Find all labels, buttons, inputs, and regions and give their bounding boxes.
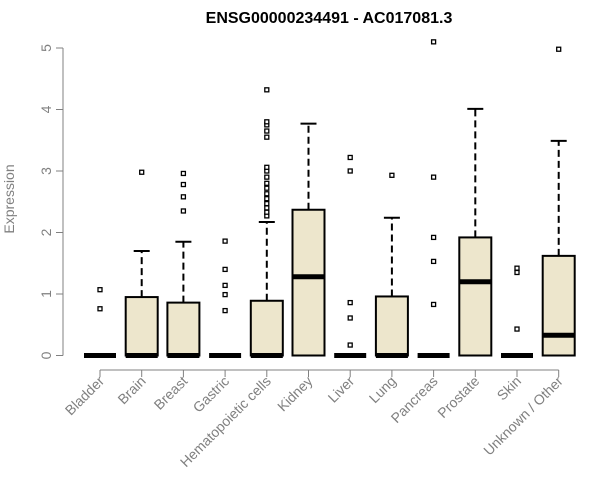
outlier-point (222, 238, 228, 244)
outlier-point (556, 46, 562, 52)
x-tick-label: Lung (366, 373, 399, 406)
outlier-point (347, 154, 353, 161)
box-group (291, 122, 326, 357)
outlier-point (430, 174, 437, 180)
box-rect (291, 208, 326, 357)
boxes (84, 39, 576, 358)
y-axis-label: Expression (1, 164, 17, 233)
outlier-point (222, 307, 228, 314)
x-tick-label: Bladder (62, 373, 108, 419)
y-tick-label: 3 (38, 167, 54, 175)
box-group (458, 107, 493, 357)
outlier-point (264, 87, 270, 93)
outlier-point (264, 196, 270, 202)
outlier-point (180, 208, 187, 214)
y-tick-label: 2 (38, 228, 54, 236)
box-group (166, 170, 201, 358)
outlier-point (347, 168, 353, 174)
x-tick-label: Kidney (274, 373, 316, 415)
box-group (501, 265, 533, 358)
outlier-point (264, 180, 270, 186)
outlier-point (180, 194, 187, 200)
outlier-point (264, 134, 270, 140)
y-tick-label: 4 (38, 105, 54, 113)
y-tick-label: 1 (38, 290, 54, 298)
outlier-point (264, 164, 270, 170)
outlier-point (264, 128, 270, 134)
outlier-point (139, 169, 145, 175)
outlier-point (264, 200, 270, 207)
x-tick-label: Breast (151, 373, 191, 413)
box-rect (166, 301, 201, 357)
box-group (374, 172, 409, 358)
outlier-point (222, 291, 228, 298)
box-rect (124, 296, 159, 357)
x-tick-label: Unknown / Other (480, 373, 566, 459)
outlier-point (347, 342, 353, 348)
outlier-point (430, 301, 437, 308)
outlier-point (514, 265, 520, 271)
box-rect (249, 299, 284, 357)
box-rect (541, 254, 576, 357)
outlier-point (264, 205, 270, 211)
x-tick-label: Skin (494, 373, 525, 404)
box-group (249, 87, 284, 358)
x-tick-label: Liver (325, 373, 358, 406)
y-axis: 0 1 2 3 4 5 (38, 44, 64, 359)
box-group (334, 154, 367, 358)
outlier-point (264, 185, 270, 191)
outlier-point (222, 282, 228, 289)
outlier-point (430, 39, 437, 45)
box-group (417, 39, 450, 358)
outlier-point (514, 326, 520, 332)
box-group (84, 287, 116, 358)
outlier-point (347, 315, 353, 321)
x-tick-label: Brain (114, 373, 148, 407)
outlier-point (430, 258, 437, 265)
outlier-point (264, 174, 270, 180)
outlier-point (180, 170, 187, 177)
outlier-point (264, 119, 270, 125)
y-tick-label: 5 (38, 44, 54, 52)
outlier-point (222, 266, 228, 273)
box-rect (458, 236, 493, 357)
box-group (209, 238, 242, 358)
outlier-point (389, 172, 395, 178)
box-rect (374, 295, 409, 357)
box-group (124, 169, 159, 358)
outlier-point (264, 209, 270, 215)
y-tick-label: 0 (38, 351, 54, 359)
box-group (541, 46, 576, 357)
outlier-point (514, 269, 520, 276)
outlier-point (430, 234, 437, 241)
outlier-point (264, 191, 270, 197)
chart-title: ENSG00000234491 - AC017081.3 (206, 10, 453, 27)
outlier-point (97, 306, 103, 312)
outlier-point (180, 181, 187, 188)
outlier-point (347, 299, 353, 306)
x-tick-label: Prostate (434, 373, 482, 421)
outlier-point (97, 287, 103, 293)
